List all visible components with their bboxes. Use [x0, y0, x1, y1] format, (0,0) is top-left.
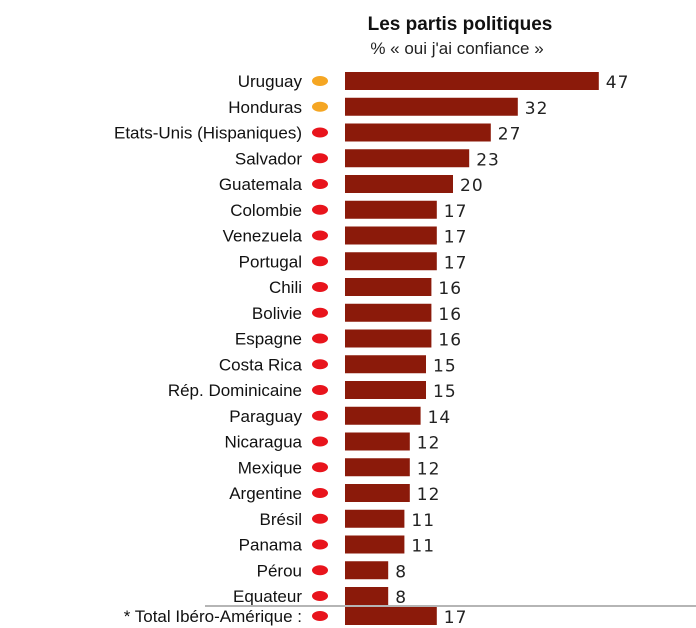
category-label: Honduras — [228, 98, 302, 117]
bar — [345, 123, 491, 142]
bar — [345, 355, 426, 374]
value-label: 16 — [438, 331, 462, 351]
bar — [345, 278, 432, 296]
bar — [345, 149, 470, 168]
status-dot — [312, 539, 328, 550]
category-label: Brésil — [259, 510, 302, 529]
status-dot — [312, 488, 328, 498]
status-dot — [312, 333, 328, 344]
total-row: * Total Ibéro-Amérique : 17 — [124, 607, 468, 628]
value-label: 12 — [417, 485, 441, 505]
category-label: Etats-Unis (Hispaniques) — [114, 124, 302, 143]
bar — [345, 175, 453, 193]
bar — [345, 509, 405, 528]
value-label: 11 — [411, 511, 435, 531]
status-dot — [312, 307, 328, 318]
category-label: Espagne — [235, 330, 302, 349]
chart-title: Les partis politiques — [368, 14, 553, 35]
status-dot — [312, 410, 328, 421]
category-label: Pérou — [257, 561, 302, 580]
bar — [345, 226, 437, 245]
value-label: 17 — [444, 202, 468, 222]
value-label: 8 — [395, 562, 407, 582]
status-dot — [312, 256, 328, 267]
value-label: 16 — [438, 305, 462, 325]
status-dot — [312, 282, 328, 292]
status-dot — [312, 462, 328, 473]
status-dot — [312, 127, 328, 138]
value-label: 8 — [395, 588, 407, 608]
category-label: Costa Rica — [219, 355, 303, 374]
bar — [345, 381, 426, 399]
value-label: 23 — [476, 150, 500, 170]
bar — [345, 587, 389, 605]
status-dot — [312, 611, 328, 621]
value-label: 14 — [428, 408, 452, 428]
status-dot — [312, 565, 328, 576]
bar — [345, 303, 432, 322]
category-label: Paraguay — [229, 407, 302, 426]
category-label: * Total Ibéro-Amérique : — [124, 607, 302, 626]
bar — [345, 97, 518, 116]
value-label: 27 — [498, 125, 522, 145]
status-dot — [312, 230, 328, 241]
bar-rows: Uruguay 47 Honduras 32 Etats-Unis (Hispaniqu… — [114, 72, 630, 608]
status-dot — [312, 513, 328, 524]
bar — [345, 458, 410, 477]
category-label: Equateur — [233, 587, 302, 606]
category-label: Salvador — [235, 149, 302, 168]
bar — [345, 561, 389, 580]
category-label: Argentine — [229, 484, 302, 503]
category-label: Mexique — [238, 458, 302, 477]
value-label: 17 — [444, 608, 468, 628]
bar — [345, 252, 437, 271]
category-label: Bolivie — [252, 304, 302, 323]
category-label: Rép. Dominicaine — [168, 381, 302, 400]
status-dot — [312, 436, 328, 447]
bar — [345, 406, 421, 425]
value-label: 12 — [417, 459, 441, 479]
category-label: Guatemala — [219, 175, 303, 194]
status-dot — [312, 76, 328, 86]
bar — [345, 200, 437, 219]
status-dot — [312, 591, 328, 601]
value-label: 15 — [433, 382, 457, 402]
chart-subtitle: % « oui j'ai confiance » — [370, 39, 543, 58]
value-label: 11 — [411, 537, 435, 557]
bar — [345, 432, 410, 451]
value-label: 16 — [438, 279, 462, 299]
value-label: 17 — [444, 228, 468, 248]
category-label: Uruguay — [238, 72, 303, 91]
category-label: Portugal — [239, 252, 302, 271]
category-label: Venezuela — [223, 227, 303, 246]
category-label: Panama — [239, 536, 303, 555]
value-label: 47 — [606, 73, 630, 93]
status-dot — [312, 153, 328, 164]
value-label: 15 — [433, 356, 457, 376]
bar — [345, 484, 410, 502]
status-dot — [312, 359, 328, 370]
status-dot — [312, 179, 328, 189]
bar — [345, 329, 432, 348]
bar — [345, 72, 599, 90]
bar — [345, 607, 437, 625]
status-dot — [312, 101, 328, 112]
category-label: Nicaragua — [225, 433, 303, 452]
status-dot — [312, 385, 328, 395]
status-dot — [312, 204, 328, 215]
category-label: Chili — [269, 278, 302, 297]
value-label: 17 — [444, 253, 468, 273]
value-label: 32 — [525, 99, 549, 119]
value-label: 12 — [417, 434, 441, 454]
value-label: 20 — [460, 176, 484, 196]
bar — [345, 535, 405, 554]
category-label: Colombie — [230, 201, 302, 220]
